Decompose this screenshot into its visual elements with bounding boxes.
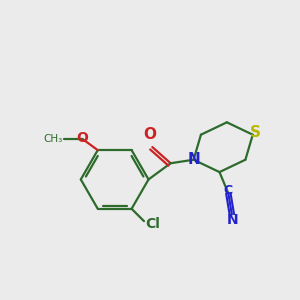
Text: N: N xyxy=(187,152,200,167)
Text: Cl: Cl xyxy=(146,217,160,231)
Text: N: N xyxy=(226,213,238,227)
Text: CH₃: CH₃ xyxy=(44,134,63,144)
Text: C: C xyxy=(224,184,233,197)
Text: S: S xyxy=(250,125,261,140)
Text: O: O xyxy=(143,127,157,142)
Text: O: O xyxy=(76,131,88,145)
